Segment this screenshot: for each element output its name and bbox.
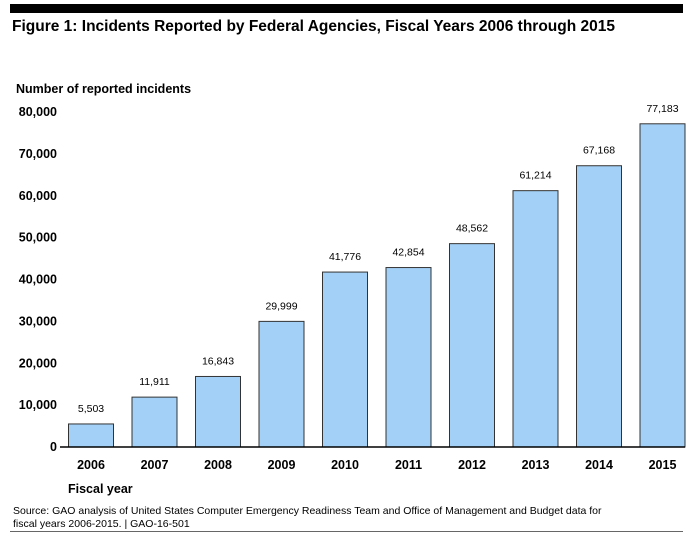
bar-value-label: 67,168: [583, 145, 615, 157]
y-tick-label: 70,000: [19, 147, 57, 161]
bar-value-label: 16,843: [202, 355, 234, 367]
bar-value-label: 48,562: [456, 223, 488, 235]
bar: [322, 271, 368, 448]
y-axis-title: Number of reported incidents: [16, 82, 191, 96]
bar: [512, 190, 559, 448]
bottom-rule: [10, 531, 683, 532]
top-rule: [10, 4, 683, 13]
y-tick-label: 30,000: [19, 314, 57, 328]
bar-value-label: 5,503: [78, 403, 104, 415]
y-tick-label: 10,000: [19, 398, 57, 412]
y-tick-labels: 0 10,000 20,000 30,000 40,000 50,000 60,000 70,…: [19, 105, 57, 454]
x-tick-label: 2012: [458, 458, 486, 472]
y-tick-label: 50,000: [19, 231, 57, 245]
x-axis-title: Fiscal year: [68, 482, 133, 496]
x-tick-labels: 2006 2007 2008 2009 2010 2011 2012 2013 2014 2015: [77, 458, 676, 472]
x-tick-label: 2009: [268, 458, 296, 472]
x-tick-label: 2008: [204, 458, 232, 472]
bar-chart: Number of reported incidents Fiscal year…: [16, 82, 686, 496]
y-tick-label: 20,000: [19, 356, 57, 370]
bar: [639, 123, 686, 448]
bar: [131, 396, 178, 448]
x-tick-label: 2014: [585, 458, 613, 472]
bar: [258, 320, 305, 448]
y-tick-label: 60,000: [19, 189, 57, 203]
y-tick-label: 0: [50, 440, 57, 454]
x-tick-label: 2013: [522, 458, 550, 472]
figure-title: Figure 1: Incidents Reported by Federal …: [12, 18, 615, 35]
x-tick-label: 2011: [395, 458, 422, 472]
bars: [68, 123, 686, 448]
x-tick-label: 2015: [649, 458, 677, 472]
bar-value-label: 42,854: [392, 247, 424, 259]
source-line-1: Source: GAO analysis of United States Co…: [13, 505, 602, 517]
x-tick-label: 2007: [141, 458, 169, 472]
x-tick-label: 2006: [77, 458, 105, 472]
bar-value-label: 41,776: [329, 251, 361, 263]
bar: [576, 165, 622, 448]
bar-value-label: 29,999: [265, 300, 297, 312]
source-line-2: fiscal years 2006-2015. | GAO-16-501: [13, 518, 190, 530]
bar: [68, 423, 114, 448]
y-tick-label: 40,000: [19, 273, 57, 287]
bar: [449, 243, 495, 448]
bar-value-label: 61,214: [519, 170, 551, 182]
x-tick-label: 2010: [331, 458, 359, 472]
value-labels: 5,503 11,911 16,843 29,999 41,776 42,854 48,56…: [78, 103, 679, 415]
bar-value-label: 11,911: [139, 376, 170, 388]
bar: [195, 375, 241, 448]
y-tick-label: 80,000: [19, 105, 57, 119]
bar: [385, 267, 432, 448]
source-note: Source: GAO analysis of United States Co…: [13, 505, 673, 531]
bar-value-label: 77,183: [646, 103, 678, 115]
